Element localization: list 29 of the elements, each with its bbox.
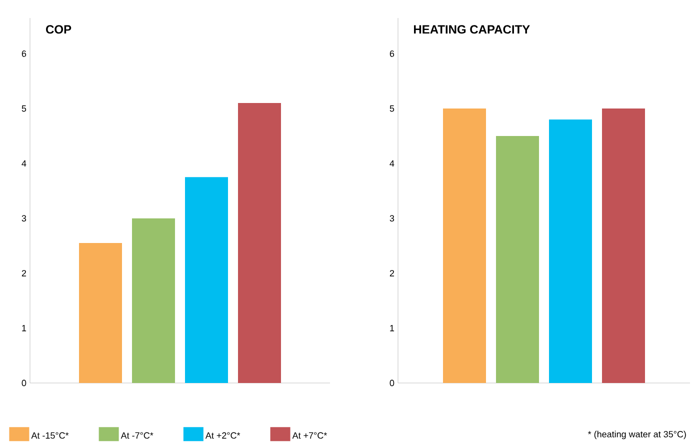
bar xyxy=(132,218,175,383)
chart-title: COP xyxy=(46,25,72,34)
y-tick-label: 2 xyxy=(390,270,394,276)
bar xyxy=(602,108,645,383)
y-tick-label: 3 xyxy=(390,215,394,222)
y-tick-label: 3 xyxy=(22,215,26,222)
bar xyxy=(185,177,228,383)
bar xyxy=(443,108,486,383)
y-tick-label: 1 xyxy=(390,325,394,332)
text: * (heating water at 35°C) xyxy=(588,430,686,440)
y-tick-label: 5 xyxy=(390,105,394,112)
legend-label: At -15°C* xyxy=(31,432,69,439)
y-tick-label: 0 xyxy=(22,380,26,386)
bar xyxy=(549,120,592,383)
y-tick-label: 5 xyxy=(22,105,26,112)
y-tick-label: 2 xyxy=(22,270,26,276)
y-tick-label: 1 xyxy=(22,325,26,332)
y-tick-label: 4 xyxy=(390,160,394,167)
bar xyxy=(496,136,539,383)
legend-label: At -7°C* xyxy=(120,432,154,439)
y-tick-label: 4 xyxy=(22,160,26,167)
legend-label: At +2°C* xyxy=(205,432,240,439)
bar xyxy=(238,103,281,383)
y-tick-label: 6 xyxy=(22,50,26,57)
bar xyxy=(79,243,122,383)
y-tick-label: 6 xyxy=(390,50,394,57)
y-tick-label: 0 xyxy=(390,380,394,386)
legend-label: At +7°C* xyxy=(292,432,327,439)
chart-title: HEATING CAPACITY xyxy=(414,25,530,34)
